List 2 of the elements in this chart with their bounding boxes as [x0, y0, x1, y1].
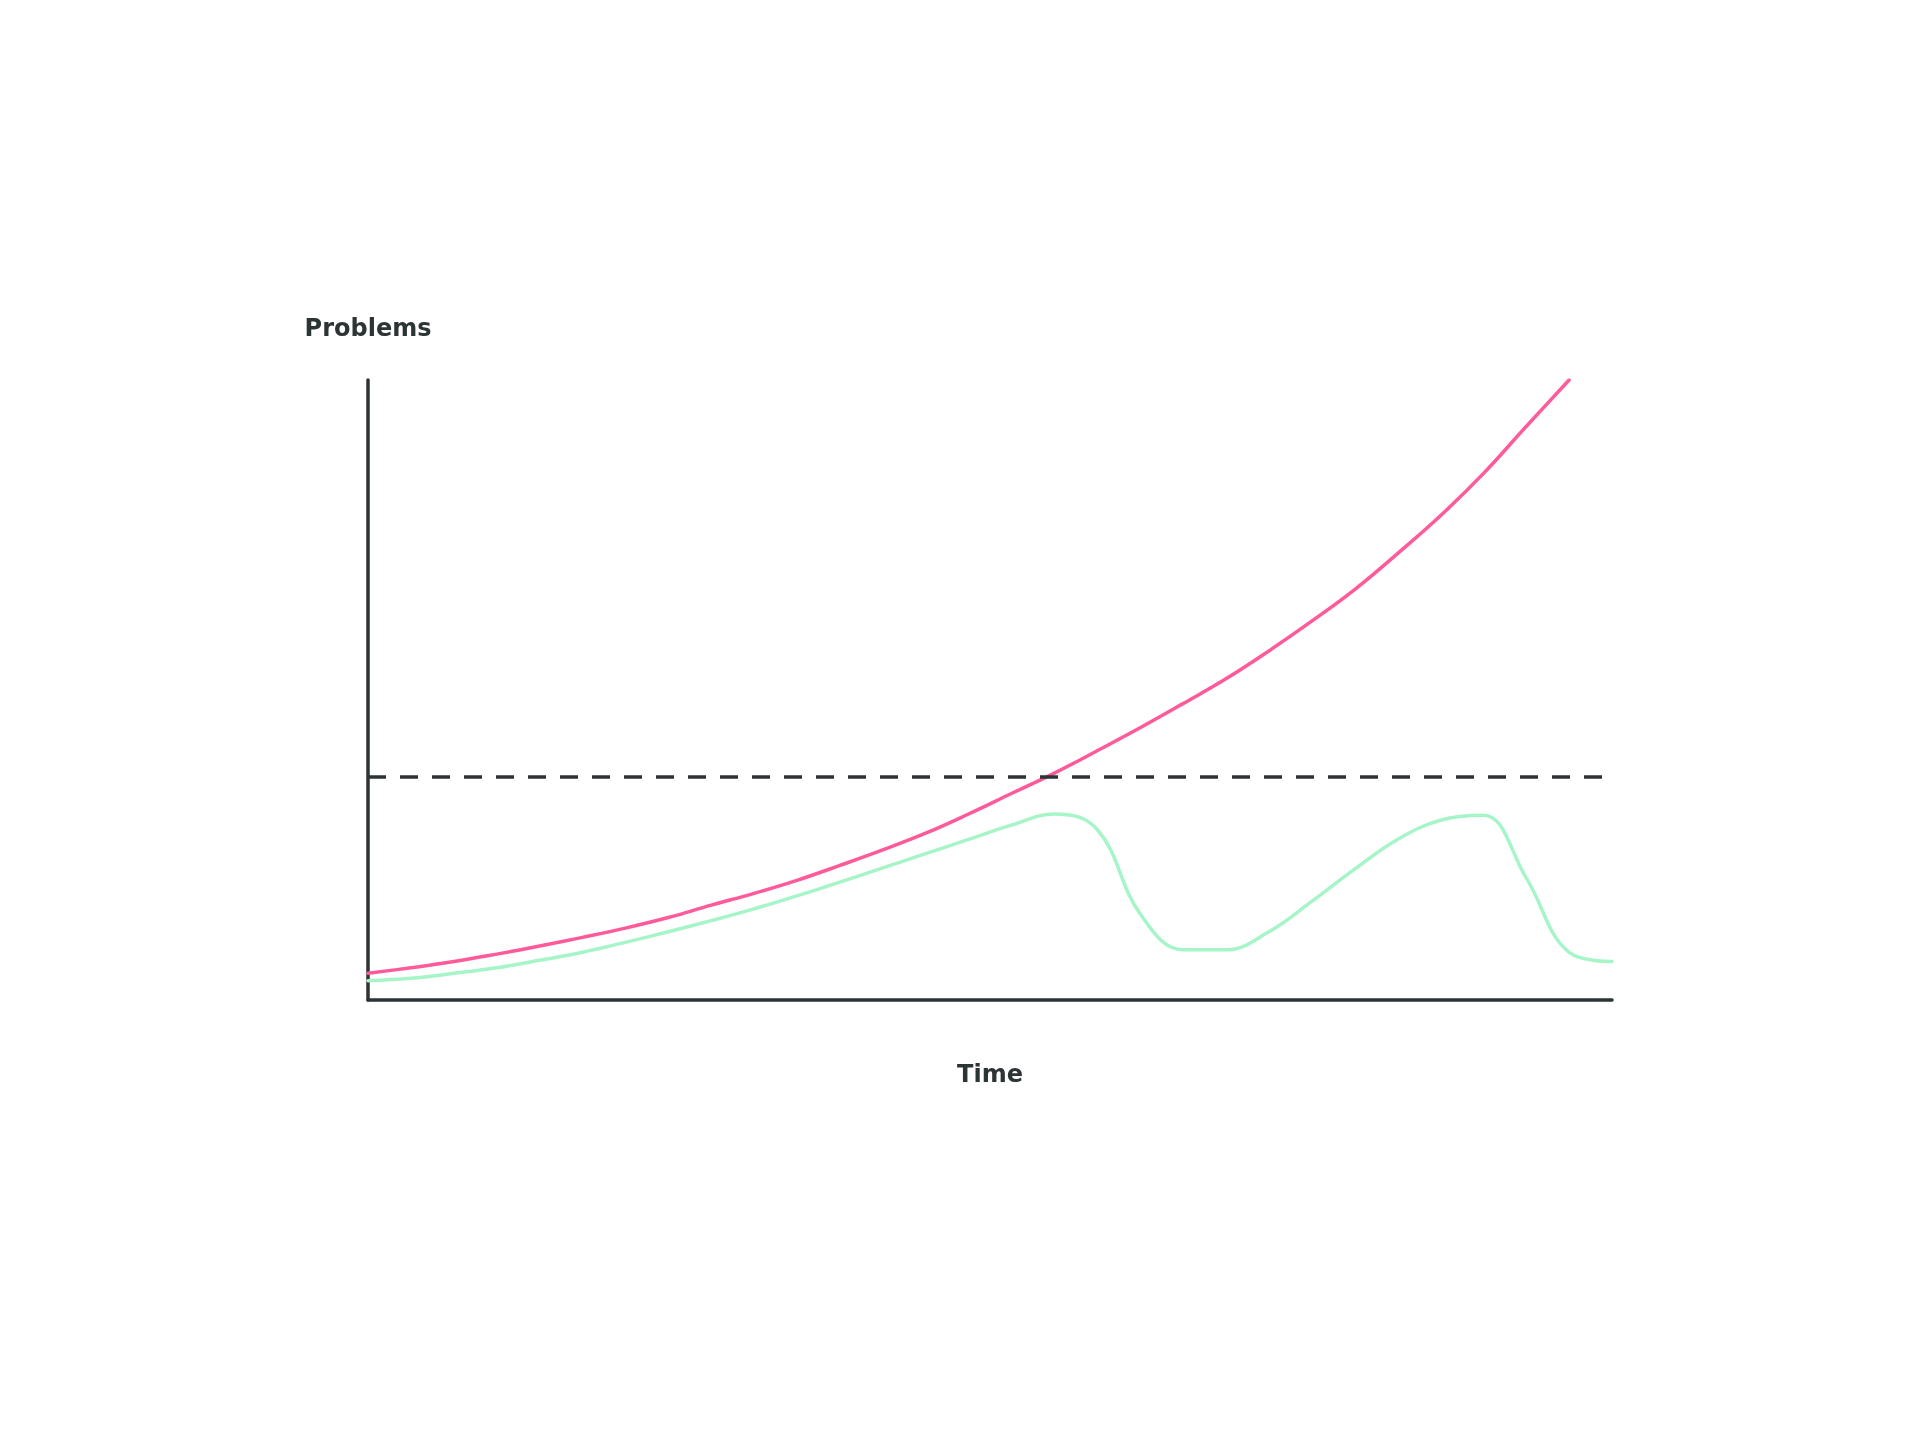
x-axis-title: Time: [957, 1060, 1023, 1088]
y-axis-title: Problems: [304, 314, 432, 342]
